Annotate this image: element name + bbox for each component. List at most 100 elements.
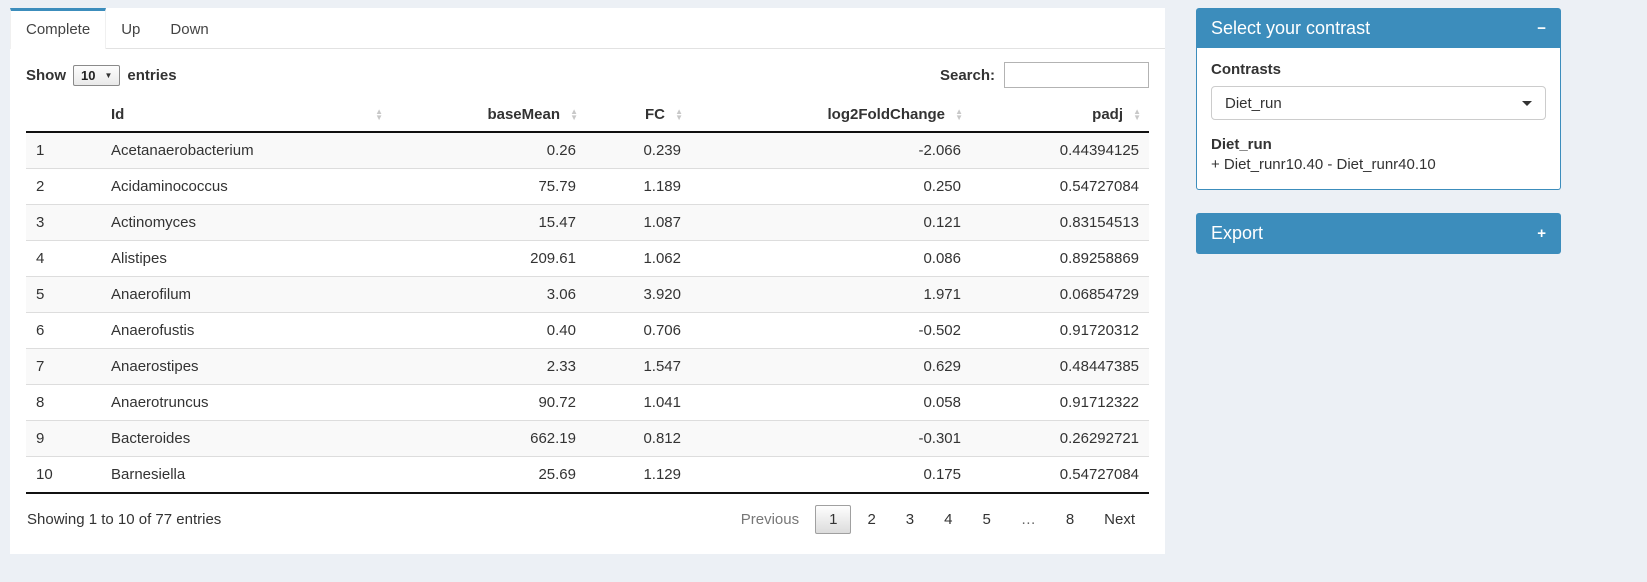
previous-page-button[interactable]: Previous — [740, 511, 800, 528]
header-log2foldchange[interactable]: log2FoldChange ▲ ▼ — [691, 99, 971, 133]
padj-cell: 0.54727084 — [971, 168, 1149, 205]
table-row: 3 Actinomyces 15.47 1.087 0.121 0.83154513 — [26, 204, 1149, 241]
basemean-cell: 662.19 — [391, 420, 586, 457]
row-index-cell: 4 — [26, 240, 101, 277]
row-index-cell: 10 — [26, 456, 101, 494]
tab-down[interactable]: Down — [170, 21, 209, 38]
header-basemean[interactable]: baseMean ▲ ▼ — [391, 99, 586, 133]
table-row: 8 Anaerotruncus 90.72 1.041 0.058 0.91712322 — [26, 384, 1149, 421]
contrast-select[interactable]: Diet_run — [1211, 86, 1546, 120]
contrast-detail-formula: + Diet_runr10.40 - Diet_runr40.10 — [1211, 156, 1436, 173]
row-index-cell: 9 — [26, 420, 101, 457]
row-index-cell: 6 — [26, 312, 101, 349]
basemean-cell: 90.72 — [391, 384, 586, 421]
table-row: 1 Acetanaerobacterium 0.26 0.239 -2.066 0.443… — [26, 132, 1149, 169]
table-footer: Showing 1 to 10 of 77 entries Previous 1 2… — [10, 494, 1165, 534]
chevron-down-icon — [1522, 100, 1532, 106]
basemean-cell: 209.61 — [391, 240, 586, 277]
export-box-title: Export — [1211, 223, 1264, 243]
log2foldchange-cell: -0.301 — [691, 420, 971, 457]
next-page-button[interactable]: Next — [1104, 511, 1135, 528]
row-index-cell: 8 — [26, 384, 101, 421]
page-button-2[interactable]: 2 — [867, 511, 876, 528]
collapse-icon[interactable]: − — [1537, 19, 1546, 37]
sort-icon: ▲ ▼ — [375, 107, 383, 122]
fc-cell: 1.062 — [586, 240, 691, 277]
padj-cell: 0.54727084 — [971, 456, 1149, 494]
table-row: 2 Acidaminococcus 75.79 1.189 0.250 0.5472708… — [26, 168, 1149, 205]
sort-icon: ▲ ▼ — [955, 107, 963, 122]
table-controls: Show 10 ▼ entries Search: — [10, 62, 1165, 88]
id-cell: Acetanaerobacterium — [111, 142, 254, 159]
fc-cell: 0.706 — [586, 312, 691, 349]
header-rownum — [26, 99, 101, 133]
log2foldchange-cell: 1.971 — [691, 276, 971, 313]
padj-cell: 0.91720312 — [971, 312, 1149, 349]
id-cell: Bacteroides — [101, 420, 391, 457]
sort-icon: ▲ ▼ — [1133, 107, 1141, 122]
sort-icon: ▲ ▼ — [675, 107, 683, 122]
basemean-cell: 25.69 — [391, 456, 586, 494]
log2foldchange-cell: -2.066 — [918, 142, 961, 159]
padj-cell: 0.48447385 — [971, 348, 1149, 385]
contrasts-label: Contrasts — [1211, 61, 1282, 78]
results-panel: Complete Up Down Show 10 ▼ entries Searc… — [10, 8, 1165, 554]
select-caret-icon: ▼ — [104, 70, 113, 80]
table-row: 7 Anaerostipes 2.33 1.547 0.629 0.48447385 — [26, 348, 1149, 385]
page-button-8[interactable]: 8 — [1065, 511, 1075, 528]
padj-cell: 0.06854729 — [971, 276, 1149, 313]
fc-cell: 1.129 — [586, 456, 691, 494]
page-button-1[interactable]: 1 — [815, 505, 852, 534]
table-row: 6 Anaerofustis 0.40 0.706 -0.502 0.91720312 — [26, 312, 1149, 349]
header-padj[interactable]: padj ▲ ▼ — [971, 99, 1149, 133]
pagination-ellipsis: … — [1020, 511, 1036, 528]
entries-label: entries — [127, 66, 177, 84]
contrast-detail-name: Diet_run — [1211, 136, 1272, 153]
expand-icon[interactable]: + — [1537, 225, 1546, 242]
header-id[interactable]: Id ▲ ▼ — [101, 99, 391, 133]
page-length-control: Show 10 ▼ entries — [26, 64, 177, 86]
fc-cell: 0.812 — [586, 420, 691, 457]
fc-cell: 1.189 — [586, 168, 691, 205]
id-cell: Anaerofilum — [101, 276, 391, 313]
page-length-select[interactable]: 10 ▼ — [73, 64, 121, 86]
row-index-cell: 3 — [26, 204, 101, 241]
basemean-cell: 0.26 — [546, 142, 576, 159]
page-button-3[interactable]: 3 — [905, 511, 915, 528]
log2foldchange-cell: 0.250 — [691, 168, 971, 205]
fc-cell: 1.087 — [586, 204, 691, 241]
contrast-select-value: Diet_run — [1225, 94, 1282, 112]
id-cell: Anaerostipes — [101, 348, 391, 385]
basemean-cell: 2.33 — [391, 348, 586, 385]
log2foldchange-cell: 0.086 — [691, 240, 971, 277]
search-input[interactable] — [1004, 62, 1149, 88]
padj-cell: 0.83154513 — [971, 204, 1149, 241]
fc-cell: 0.239 — [643, 142, 681, 159]
contrast-box-title: Select your contrast — [1211, 17, 1371, 38]
padj-cell: 0.26292721 — [971, 420, 1149, 457]
page-button-5[interactable]: 5 — [982, 511, 991, 528]
fc-cell: 3.920 — [586, 276, 691, 313]
table-row: 10 Barnesiella 25.69 1.129 0.175 0.54727084 — [26, 456, 1149, 494]
tab-up[interactable]: Up — [121, 21, 141, 38]
contrast-box-header: Select your contrast − — [1196, 8, 1561, 48]
id-cell: Anaerotruncus — [101, 384, 391, 421]
id-cell: Actinomyces — [101, 204, 391, 241]
fc-cell: 1.041 — [586, 384, 691, 421]
contrast-box: Select your contrast − Contrasts Diet_ru… — [1196, 8, 1561, 190]
search-label: Search: — [939, 66, 995, 84]
page-button-4[interactable]: 4 — [944, 511, 953, 528]
fc-cell: 1.547 — [586, 348, 691, 385]
log2foldchange-cell: 0.175 — [691, 456, 971, 494]
id-cell: Alistipes — [101, 240, 391, 277]
id-cell: Anaerofustis — [101, 312, 391, 349]
basemean-cell: 0.40 — [391, 312, 586, 349]
header-fc[interactable]: FC ▲ ▼ — [586, 99, 691, 133]
export-box: Export + — [1196, 213, 1561, 254]
basemean-cell: 15.47 — [391, 204, 586, 241]
results-table: Id ▲ ▼ baseMean ▲ ▼ FC ▲ ▼ log2FoldChange ▲… — [26, 99, 1149, 494]
id-cell: Acidaminococcus — [101, 168, 391, 205]
log2foldchange-cell: 0.121 — [691, 204, 971, 241]
tab-complete[interactable]: Complete — [10, 8, 107, 49]
show-label: Show — [26, 66, 66, 84]
